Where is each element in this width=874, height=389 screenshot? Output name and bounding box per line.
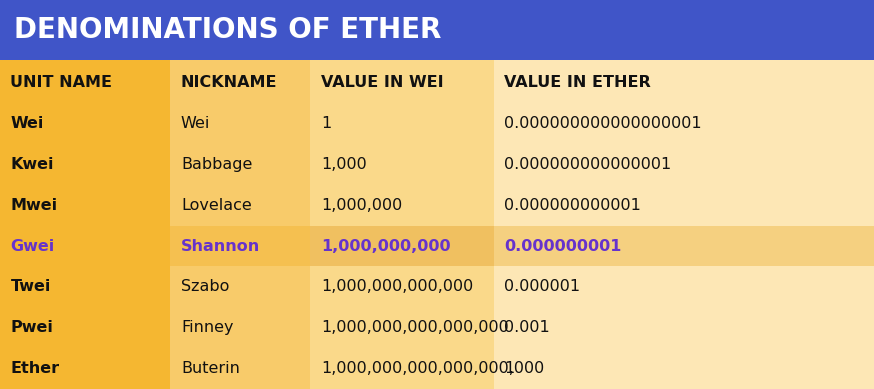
Bar <box>494 226 874 266</box>
Text: 0.000001: 0.000001 <box>504 279 580 294</box>
Text: Buterin: Buterin <box>181 361 239 376</box>
Bar <box>0 0 874 60</box>
Bar <box>310 60 494 389</box>
Text: Mwei: Mwei <box>10 198 58 213</box>
Text: Pwei: Pwei <box>10 320 53 335</box>
Text: 0.001: 0.001 <box>504 320 550 335</box>
Bar <box>0 60 170 389</box>
Text: Wei: Wei <box>181 116 211 131</box>
Text: 1,000,000,000,000,000: 1,000,000,000,000,000 <box>321 320 509 335</box>
Text: 1,000,000,000,000,000,000: 1,000,000,000,000,000,000 <box>321 361 544 376</box>
Text: Gwei: Gwei <box>10 238 55 254</box>
Text: Ether: Ether <box>10 361 59 376</box>
Text: 0.000000000001: 0.000000000001 <box>504 198 642 213</box>
Text: Twei: Twei <box>10 279 51 294</box>
Text: Shannon: Shannon <box>181 238 260 254</box>
Text: Lovelace: Lovelace <box>181 198 252 213</box>
Text: NICKNAME: NICKNAME <box>181 75 277 90</box>
Bar <box>170 60 310 389</box>
Text: Szabo: Szabo <box>181 279 229 294</box>
Text: Wei: Wei <box>10 116 44 131</box>
Text: UNIT NAME: UNIT NAME <box>10 75 113 90</box>
Text: 1,000,000,000,000: 1,000,000,000,000 <box>321 279 473 294</box>
Text: 1: 1 <box>504 361 515 376</box>
Text: 0.000000000000000001: 0.000000000000000001 <box>504 116 702 131</box>
Text: VALUE IN WEI: VALUE IN WEI <box>321 75 443 90</box>
Text: 1: 1 <box>321 116 331 131</box>
Text: Kwei: Kwei <box>10 157 54 172</box>
Bar <box>0 226 170 266</box>
Text: 1,000: 1,000 <box>321 157 366 172</box>
Text: 1,000,000: 1,000,000 <box>321 198 402 213</box>
Bar <box>310 226 494 266</box>
Text: DENOMINATIONS OF ETHER: DENOMINATIONS OF ETHER <box>14 16 441 44</box>
Bar <box>494 60 874 389</box>
Text: 1,000,000,000: 1,000,000,000 <box>321 238 450 254</box>
Text: 0.000000001: 0.000000001 <box>504 238 621 254</box>
Text: 0.000000000000001: 0.000000000000001 <box>504 157 671 172</box>
Bar <box>170 226 310 266</box>
Text: Babbage: Babbage <box>181 157 253 172</box>
Text: VALUE IN ETHER: VALUE IN ETHER <box>504 75 651 90</box>
Text: Finney: Finney <box>181 320 233 335</box>
